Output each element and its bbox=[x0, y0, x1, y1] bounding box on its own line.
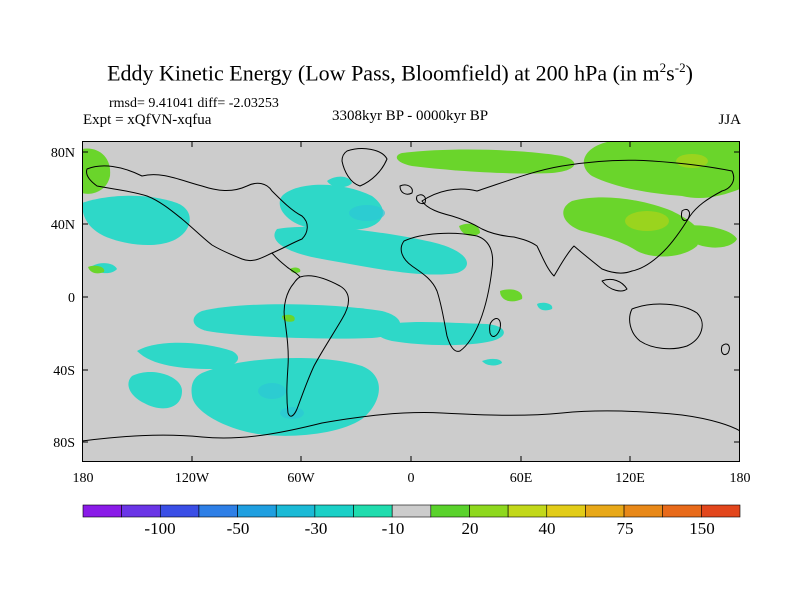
colorbar-label: 150 bbox=[689, 519, 715, 538]
lon-label: 60W bbox=[287, 471, 315, 486]
colorbar-box bbox=[430, 504, 470, 518]
anomaly-south-atlantic bbox=[376, 321, 504, 346]
colorbar-box bbox=[585, 504, 625, 518]
lon-label: 120E bbox=[615, 471, 645, 486]
lat-label: 80S bbox=[53, 436, 75, 451]
figure-title: Eddy Kinetic Energy (Low Pass, Bloomfiel… bbox=[107, 60, 693, 86]
anomaly-greenland bbox=[327, 176, 352, 188]
season-label: JJA bbox=[718, 112, 741, 128]
coastline-greenland bbox=[341, 148, 388, 187]
coastline-eurasia bbox=[421, 159, 735, 277]
anomaly-tropical-small bbox=[88, 265, 105, 274]
coastline-africa bbox=[400, 232, 494, 352]
anomaly-south-pacific-small bbox=[128, 371, 182, 409]
colorbar-box bbox=[275, 504, 316, 518]
core-north-atlantic bbox=[349, 205, 385, 221]
lat-label: 40S bbox=[53, 364, 75, 379]
colorbar-label: -50 bbox=[227, 519, 250, 538]
core-southern-ocean-1 bbox=[258, 383, 286, 399]
coastline-british-isles bbox=[416, 194, 426, 204]
colorbar-label: 20 bbox=[462, 519, 479, 538]
colorbar-boxes bbox=[82, 504, 741, 518]
core-southern-ocean-2 bbox=[280, 407, 304, 419]
colorbar-box bbox=[314, 504, 354, 518]
lat-label: 40N bbox=[51, 218, 75, 233]
colorbar-box bbox=[82, 504, 122, 518]
colorbar-box bbox=[469, 504, 509, 518]
anomaly-indian-east bbox=[537, 302, 553, 311]
anomaly-south-pacific-west bbox=[137, 342, 239, 369]
lon-label: 0 bbox=[408, 471, 415, 486]
anomaly-north-pacific-west bbox=[679, 225, 737, 248]
anomaly-north-atlantic-east bbox=[274, 226, 467, 275]
map-background bbox=[82, 141, 740, 462]
core-siberia bbox=[676, 154, 708, 168]
coastline-australia bbox=[629, 303, 703, 350]
lon-label: 180 bbox=[73, 471, 94, 486]
colorbar-label: -30 bbox=[305, 519, 328, 538]
colorbar-label: -100 bbox=[144, 519, 175, 538]
lon-label: 180 bbox=[730, 471, 751, 486]
anomaly-caribbean bbox=[290, 267, 301, 273]
anomaly-alaska bbox=[82, 148, 111, 194]
coastline-south-america bbox=[283, 275, 349, 417]
colorbar-box bbox=[159, 504, 200, 518]
colorbar-box bbox=[353, 504, 393, 518]
map-frame bbox=[82, 141, 740, 462]
colorbar-box bbox=[623, 504, 664, 518]
period-label: 3308kyr BP - 0000kyr BP bbox=[331, 108, 489, 124]
anomaly-indian-small bbox=[482, 358, 502, 366]
colorbar-box bbox=[662, 504, 702, 518]
stats-text: rmsd= 9.41041 diff= -2.03253 bbox=[109, 96, 279, 111]
colorbar-label: 75 bbox=[617, 519, 634, 538]
map-panel bbox=[82, 141, 740, 462]
anomaly-mediterranean bbox=[459, 223, 480, 236]
coastline-madagascar bbox=[489, 318, 501, 337]
coastline-indonesia bbox=[601, 278, 628, 292]
anomaly-north-pacific bbox=[82, 195, 190, 246]
lat-label: 0 bbox=[68, 291, 75, 306]
colorbar-box bbox=[507, 504, 548, 518]
coastline-north-america bbox=[86, 165, 308, 262]
coastline-antarctica bbox=[82, 410, 740, 442]
core-east-asia bbox=[625, 211, 669, 231]
lon-label: 60E bbox=[510, 471, 533, 486]
anomaly-southern-ocean bbox=[191, 357, 379, 436]
colorbar-box bbox=[391, 504, 432, 518]
coastline-iceland bbox=[399, 184, 413, 195]
colorbar-box bbox=[546, 504, 586, 518]
lon-label: 120W bbox=[175, 471, 210, 486]
negative-anomaly-regions bbox=[82, 176, 553, 436]
negative-anomaly-cores bbox=[258, 205, 385, 419]
coastlines bbox=[82, 148, 740, 442]
colorbar-box bbox=[121, 504, 161, 518]
coastline-japan bbox=[681, 208, 690, 222]
coastline-central-america bbox=[271, 252, 301, 278]
colorbar-label: -10 bbox=[382, 519, 405, 538]
experiment-label: Expt = xQfVN-xqfua bbox=[83, 112, 212, 128]
colorbar-box bbox=[701, 504, 741, 518]
anomaly-arctic bbox=[396, 149, 575, 174]
positive-anomaly-cores bbox=[625, 154, 708, 231]
colorbar-box bbox=[237, 504, 277, 518]
anomaly-south-pacific bbox=[193, 304, 401, 339]
colorbar-box bbox=[198, 504, 238, 518]
anomaly-indian-west bbox=[500, 289, 523, 302]
coastline-new-zealand bbox=[721, 343, 730, 356]
colorbar-label: 40 bbox=[539, 519, 556, 538]
lat-label: 80N bbox=[51, 146, 75, 161]
